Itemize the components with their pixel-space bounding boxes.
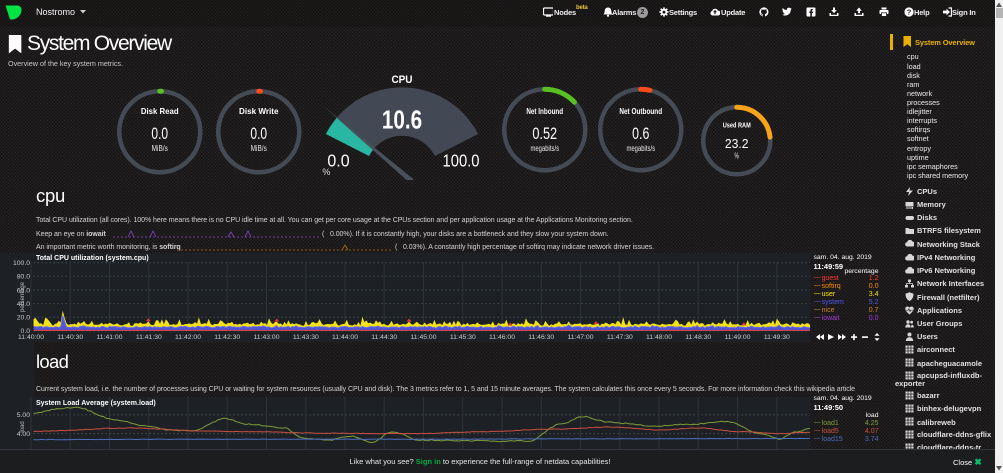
svg-text:percentage: percentage	[20, 281, 26, 312]
svg-text:11:46:00: 11:46:00	[489, 334, 515, 341]
svg-text:100.0: 100.0	[443, 150, 480, 170]
svg-text:%: %	[735, 151, 740, 160]
svg-text:10.6: 10.6	[382, 105, 422, 135]
svg-text:11:42:00: 11:42:00	[175, 334, 201, 341]
svg-text:Total CPU utilization (system.: Total CPU utilization (system.cpu)	[36, 255, 149, 262]
svg-text:0.52: 0.52	[533, 125, 558, 143]
svg-text:0.6: 0.6	[632, 125, 649, 143]
svg-text:?: ?	[907, 8, 912, 17]
svg-text:%: %	[322, 167, 330, 177]
svg-text:0.0: 0.0	[21, 328, 31, 335]
svg-text:11:43:30: 11:43:30	[293, 334, 319, 341]
svg-text:Net Outbound: Net Outbound	[620, 106, 663, 116]
svg-text:0.0: 0.0	[327, 150, 349, 170]
svg-text:0.0: 0.0	[152, 125, 169, 143]
svg-text:23.2: 23.2	[725, 136, 749, 150]
svg-text:60.0: 60.0	[17, 287, 30, 294]
svg-text:11:48:30: 11:48:30	[685, 334, 711, 341]
svg-text:11:47:00: 11:47:00	[568, 334, 594, 341]
svg-text:0.0: 0.0	[250, 125, 267, 143]
svg-text:Used RAM: Used RAM	[723, 120, 751, 129]
svg-text:11:49:00: 11:49:00	[725, 334, 751, 341]
svg-text:11:45:00: 11:45:00	[411, 334, 437, 341]
svg-text:MiB/s: MiB/s	[250, 144, 266, 153]
svg-text:load: load	[20, 421, 26, 432]
svg-text:11:41:00: 11:41:00	[97, 334, 123, 341]
svg-text:11:42:30: 11:42:30	[214, 334, 240, 341]
svg-text:11:40:00: 11:40:00	[18, 334, 44, 341]
svg-text:Net Inbound: Net Inbound	[527, 106, 564, 116]
svg-text:100.0: 100.0	[13, 260, 30, 267]
svg-text:4.00: 4.00	[17, 431, 30, 438]
svg-text:11:45:30: 11:45:30	[450, 334, 476, 341]
svg-text:CPU: CPU	[392, 74, 413, 86]
svg-text:11:49:30: 11:49:30	[764, 334, 790, 341]
svg-text:MiB/s: MiB/s	[152, 144, 168, 153]
svg-text:Disk Write: Disk Write	[239, 106, 279, 116]
svg-text:megabits/s: megabits/s	[627, 144, 656, 153]
svg-text:80.0: 80.0	[17, 273, 30, 280]
svg-text:Disk Read: Disk Read	[141, 106, 179, 116]
svg-text:20.0: 20.0	[17, 314, 30, 321]
svg-text:11:41:30: 11:41:30	[136, 334, 162, 341]
svg-text:11:47:30: 11:47:30	[607, 334, 633, 341]
svg-text:megabits/s: megabits/s	[531, 144, 560, 153]
svg-text:11:48:00: 11:48:00	[646, 334, 672, 341]
svg-text:11:44:30: 11:44:30	[371, 334, 397, 341]
svg-text:40.0: 40.0	[17, 300, 30, 307]
svg-text:11:44:00: 11:44:00	[332, 334, 358, 341]
svg-text:System Load Average (system.lo: System Load Average (system.load)	[36, 400, 156, 407]
svg-text:5.00: 5.00	[17, 412, 30, 419]
svg-text:11:46:30: 11:46:30	[528, 334, 554, 341]
svg-text:11:43:00: 11:43:00	[254, 334, 280, 341]
svg-text:11:40:30: 11:40:30	[57, 334, 83, 341]
